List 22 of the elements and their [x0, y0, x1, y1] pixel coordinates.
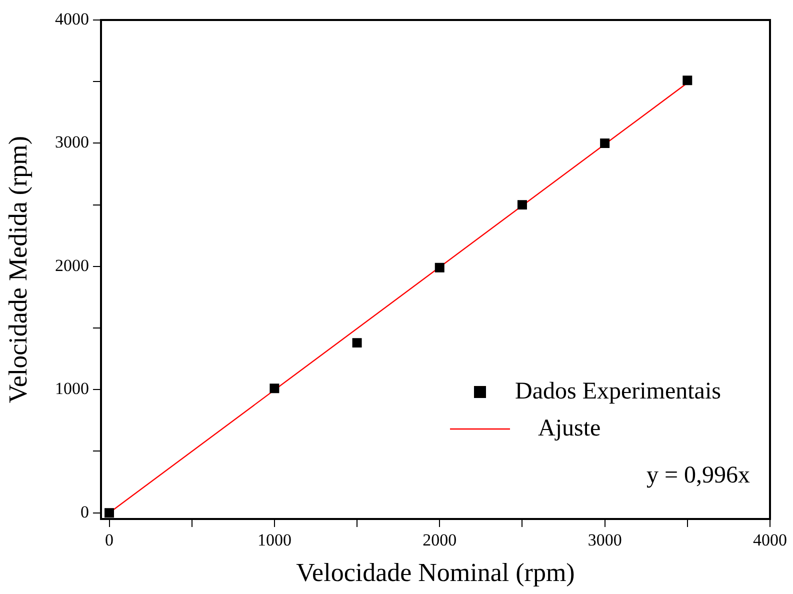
x-tick-label: 0: [105, 530, 114, 550]
legend-label: Ajuste: [538, 415, 601, 442]
legend-label: Dados Experimentais: [515, 378, 721, 404]
point: [104, 508, 114, 518]
y-tick-label: 2000: [55, 256, 89, 275]
y-axis-title: Velocidade Medida (rpm): [3, 136, 32, 404]
point: [270, 384, 280, 394]
annotation: y = 0,996x: [646, 462, 750, 488]
point: [517, 200, 527, 210]
point: [682, 76, 692, 86]
point: [434, 262, 444, 272]
x-tick-label: 3000: [588, 530, 622, 550]
x-axis-title: Velocidade Nominal (rpm): [296, 558, 575, 588]
y-tick-label: 4000: [55, 9, 89, 28]
x-tick-label: 2000: [422, 530, 457, 550]
point: [600, 138, 610, 148]
x-tick-label: 4000: [753, 530, 787, 550]
y-tick-label: 1000: [55, 379, 89, 398]
y-tick-label: 0: [80, 502, 89, 522]
point: [352, 338, 362, 348]
x-tick-label: 1000: [257, 530, 292, 550]
y-tick-label: 3000: [55, 132, 89, 152]
